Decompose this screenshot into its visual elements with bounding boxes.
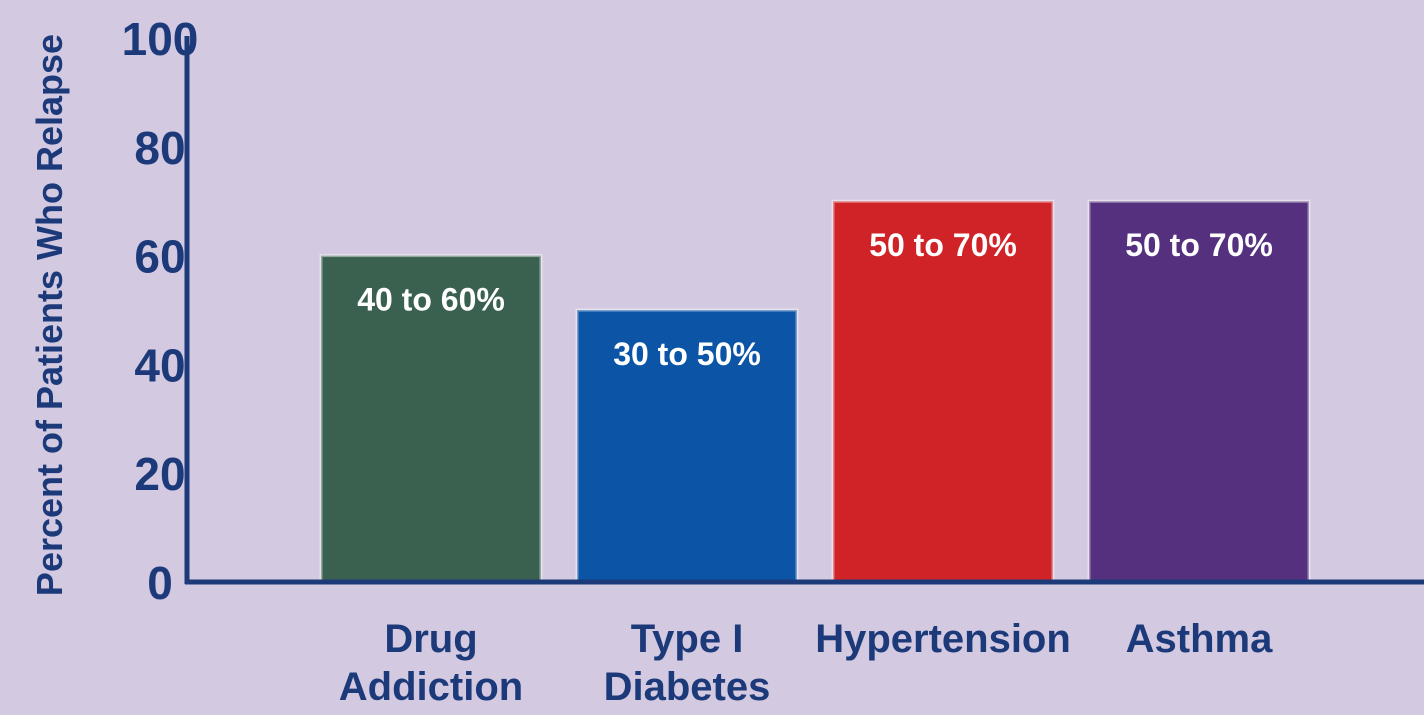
x-tick-label-3: Asthma xyxy=(1126,617,1273,661)
y-tick-label-4: 80 xyxy=(134,122,185,174)
bar-3 xyxy=(1087,199,1311,584)
bar-1 xyxy=(575,308,799,584)
bar-value-label-2: 50 to 70% xyxy=(869,227,1017,263)
bar-value-label-3: 50 to 70% xyxy=(1125,227,1273,263)
y-tick-label-3: 60 xyxy=(134,231,185,283)
y-tick-label-0: 0 xyxy=(147,557,173,609)
y-tick-label-5: 100 xyxy=(122,13,199,65)
x-tick-label-2: Hypertension xyxy=(815,617,1071,661)
y-axis-title: Percent of Patients Who Relapse xyxy=(29,34,70,596)
x-tick-label-1: Type I Diabetes xyxy=(604,617,771,709)
y-tick-label-2: 40 xyxy=(134,339,185,391)
bar-0 xyxy=(319,254,543,584)
bars-layer xyxy=(319,199,1311,584)
bar-value-label-1: 30 to 50% xyxy=(613,336,761,372)
labels-layer: 40 to 60% Drug Addiction 30 to 50% Type I Dia… xyxy=(122,13,1273,709)
axes-layer xyxy=(184,36,1424,585)
x-tick-label-0: Drug Addiction xyxy=(339,617,523,709)
bar-2 xyxy=(831,199,1055,584)
bar-value-label-0: 40 to 60% xyxy=(357,282,505,318)
y-tick-label-1: 20 xyxy=(134,448,185,500)
